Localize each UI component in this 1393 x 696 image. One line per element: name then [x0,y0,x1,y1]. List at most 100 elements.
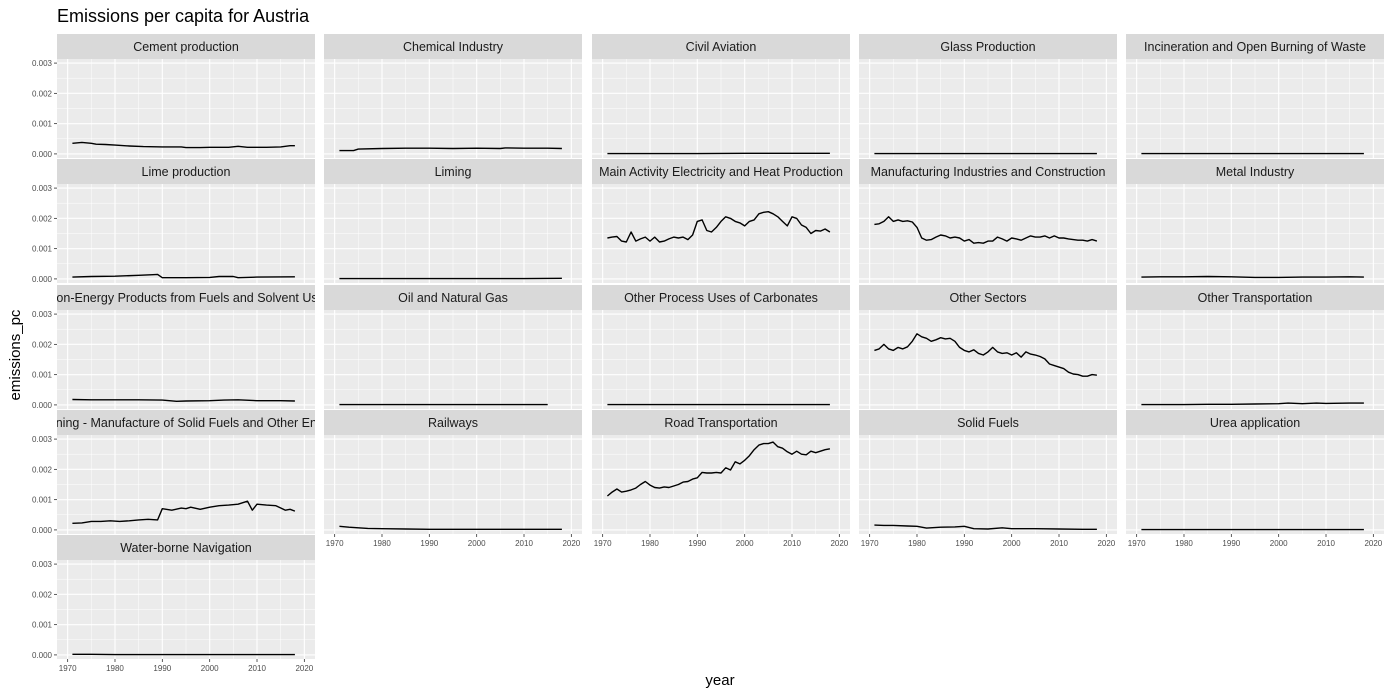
x-axis-2: 1970 1980 1990 2000 2010 2020 [326,534,581,548]
x-axis-5: 1970 1980 1990 2000 2010 2020 [1128,534,1383,548]
x-tick-label: 2010 [248,664,266,673]
facet-strip-label: Water-borne Navigation [120,541,252,555]
facet-strip-label: Other Sectors [949,291,1026,305]
panel-liming: Liming [324,159,582,283]
x-axis-4: 1970 1980 1990 2000 2010 2020 [861,534,1116,548]
x-tick-label: 2020 [830,539,848,548]
y-tick-label: 0.003 [32,310,53,319]
x-tick-label: 1980 [908,539,926,548]
x-tick-label: 2000 [201,664,219,673]
x-tick-label: 1980 [641,539,659,548]
panel-solid-fuels: Solid Fuels [859,410,1117,534]
x-tick-label: 1980 [373,539,391,548]
panel-main-activity-electricity-and-heat-production: Main Activity Electricity and Heat Produ… [592,159,850,283]
x-tick-label: 2000 [1003,539,1021,548]
facet-strip-label: Other Transportation [1198,291,1313,305]
x-tick-label: 1970 [326,539,344,548]
y-tick-label: 0.003 [32,435,53,444]
y-tick-label: 0.001 [32,621,53,630]
x-tick-label: 2010 [1317,539,1335,548]
series-line [874,333,1097,377]
facet-strip-label: Non-Energy Products from Fuels and Solve… [47,291,324,305]
facet-strip-label: Metal Industry [1216,165,1295,179]
facet-strip [324,285,582,310]
y-tick-label: 0.003 [32,184,53,193]
facet-strip-label: Main Activity Electricity and Heat Produ… [599,165,843,179]
series-line [874,216,1098,244]
facet-strip [57,285,315,310]
facet-strip-label: Incineration and Open Burning of Waste [1144,40,1366,54]
panel-urea-application: Urea application [1126,410,1384,534]
y-tick-label: 0.002 [32,89,53,98]
panel-water-borne-navigation: Water-borne Navigation 0.000 0.001 0.002 0.0… [32,535,315,660]
series-line [72,141,295,149]
facet-strip-label: Railways [428,416,478,430]
x-tick-label: 1970 [594,539,612,548]
y-tick-label: 0.000 [32,275,53,284]
x-tick-label: 1970 [861,539,879,548]
series-line [72,273,295,279]
y-tick-label: 0.000 [32,150,53,159]
facet-strip [859,159,1117,184]
series-line [874,524,1097,530]
panel-oil-and-natural-gas: Oil and Natural Gas [324,285,582,409]
panel-non-energy-products-from-fuels-and-solvent-use: Non-Energy Products from Fuels and Solve… [32,285,324,410]
facet-strip-label: Oil and Natural Gas [398,291,508,305]
panel-other-sectors: Other Sectors [859,285,1117,409]
y-tick-label: 0.002 [32,590,53,599]
x-tick-label: 1990 [955,539,973,548]
panel-incineration-and-open-burning-of-waste: Incineration and Open Burning of Waste [1126,34,1384,158]
facet-strip [57,34,315,59]
facet-strip [1126,285,1384,310]
x-tick-label: 1990 [420,539,438,548]
facet-strip [1126,410,1384,435]
facet-strip [592,285,850,310]
panel-railways: Railways [324,410,582,534]
x-axis-3: 1970 1980 1990 2000 2010 2020 [594,534,849,548]
facet-strip [859,410,1117,435]
facet-strip-label: Liming [435,165,472,179]
facet-strip [1126,159,1384,184]
y-tick-label: 0.002 [32,214,53,223]
series-line [339,525,562,530]
x-tick-label: 2000 [1270,539,1288,548]
facet-strip [324,34,582,59]
x-tick-label: 2020 [562,539,580,548]
facet-strip [57,159,315,184]
facet-strip-label: Chemical Industry [403,40,504,54]
facet-strip [324,159,582,184]
facet-strip-label: Other Process Uses of Carbonates [624,291,818,305]
x-axis-1: 1970 1980 1990 2000 2010 2020 [59,659,314,673]
panel-civil-aviation: Civil Aviation [592,34,850,158]
x-axes: 1970 1980 1990 2000 2010 2020 1970 1980 1990 2000… [59,534,1383,673]
x-tick-label: 1980 [106,664,124,673]
panels: Cement production 0.000 0.001 0.002 0.003 Che… [0,34,1384,660]
panel-chemical-industry: Chemical Industry [324,34,582,158]
x-tick-label: 2010 [515,539,533,548]
series-line [72,398,295,402]
facet-strip [1126,34,1384,59]
series-line [339,147,562,152]
y-axis-title: emissions_pc [7,309,24,400]
facet-strip-label: Urea application [1210,416,1300,430]
series-line [606,441,831,497]
panel-other-transportation: Other Transportation [1126,285,1384,409]
facet-strip [324,410,582,435]
panel-other-process-uses-of-carbonates: Other Process Uses of Carbonates [592,285,850,409]
facet-strip [592,34,850,59]
y-tick-label: 0.002 [32,465,53,474]
chart-title: Emissions per capita for Austria [57,6,310,26]
facet-strip-label: Road Transportation [664,416,777,430]
facet-strip [57,535,315,560]
x-tick-label: 2020 [1364,539,1382,548]
y-tick-label: 0.000 [32,651,53,660]
x-tick-label: 1990 [688,539,706,548]
facet-strip-label: Petroleum Refining - Manufacture of Soli… [0,416,399,430]
y-tick-label: 0.001 [32,371,53,380]
series-line [1141,402,1364,406]
y-tick-label: 0.003 [32,560,53,569]
facet-strip-label: Cement production [133,40,239,54]
panel-manufacturing-industries-and-construction: Manufacturing Industries and Constructio… [859,159,1117,283]
x-tick-label: 2000 [468,539,486,548]
